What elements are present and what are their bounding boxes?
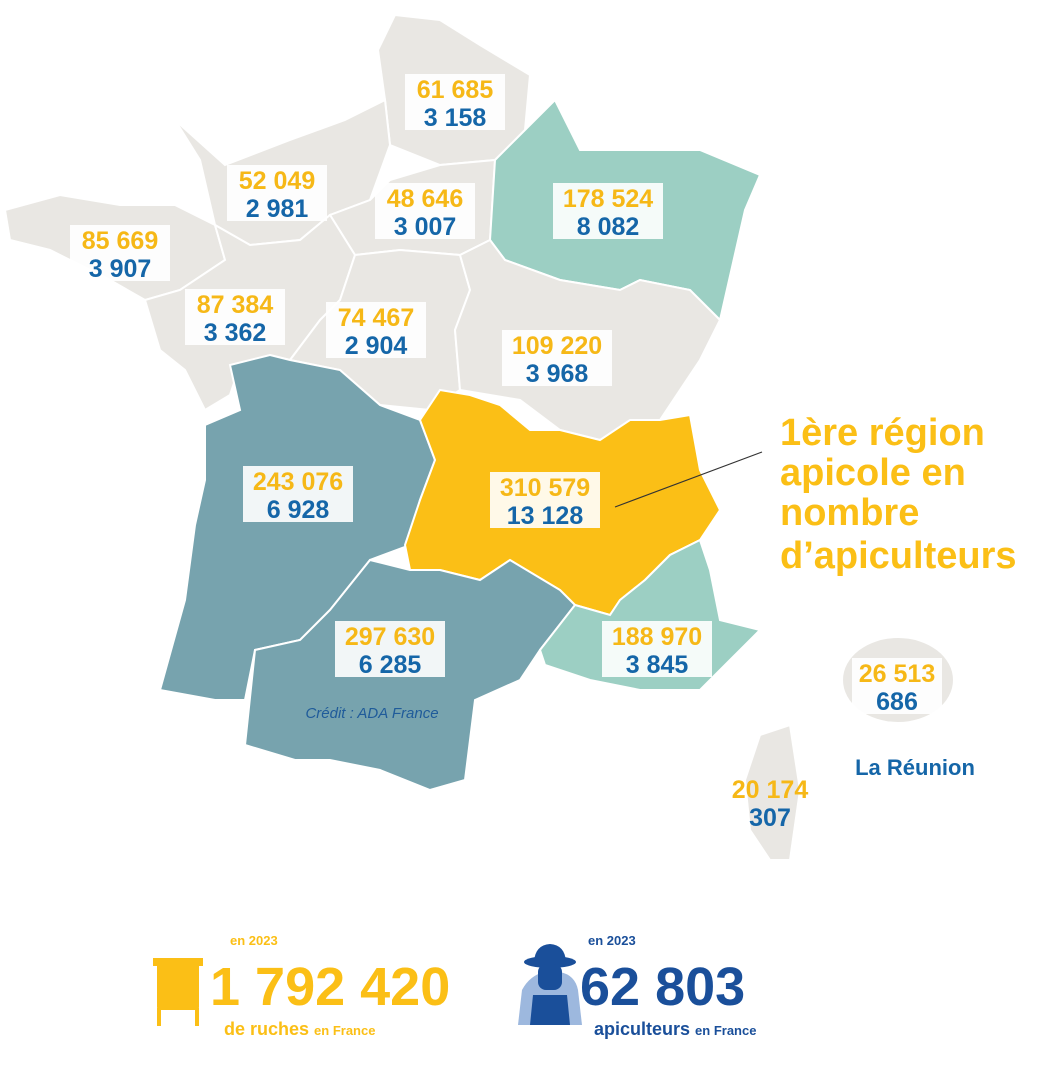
label-box bbox=[185, 289, 285, 345]
beekeeper-count: 13 128 bbox=[507, 502, 584, 530]
region bbox=[158, 353, 437, 701]
beekeeper-count: 3 158 bbox=[424, 104, 487, 132]
callout-text: d’apiculteurs bbox=[780, 535, 1017, 577]
beekeeper-count: 3 845 bbox=[626, 651, 689, 679]
beekeeper-count: 8 082 bbox=[577, 213, 640, 241]
total-unit: apiculteurs en France bbox=[594, 1019, 756, 1039]
beekeeper-count: 307 bbox=[749, 804, 791, 832]
region bbox=[743, 723, 802, 861]
hive-count: 48 646 bbox=[387, 185, 463, 213]
hive-count: 20 174 bbox=[732, 776, 809, 804]
beekeeper-count: 6 285 bbox=[359, 651, 422, 679]
beekeeper-count: 6 928 bbox=[267, 496, 330, 524]
hive-count: 109 220 bbox=[512, 332, 602, 360]
label-box bbox=[602, 621, 712, 677]
region-label: La Réunion bbox=[855, 755, 975, 780]
label-box bbox=[227, 165, 327, 221]
callout-text: nombre bbox=[780, 492, 919, 534]
label-box bbox=[326, 302, 426, 358]
label-box bbox=[375, 183, 475, 239]
hive-count: 61 685 bbox=[417, 76, 494, 104]
callout-line bbox=[614, 451, 763, 508]
hive-count: 85 669 bbox=[82, 227, 158, 255]
callout-text: apicole en bbox=[780, 452, 966, 494]
suffix: en France bbox=[314, 1023, 375, 1038]
unit: de ruches bbox=[224, 1019, 309, 1039]
beekeeper-count: 686 bbox=[876, 688, 918, 716]
year: en 2023 bbox=[588, 933, 636, 948]
label-box bbox=[335, 621, 445, 677]
total-value: 62 803 bbox=[580, 957, 745, 1017]
hive-count: 52 049 bbox=[239, 167, 315, 195]
hive-count: 297 630 bbox=[345, 623, 435, 651]
beekeeper-count: 3 362 bbox=[204, 319, 267, 347]
callout-text: 1ère région bbox=[780, 412, 985, 454]
hive-count: 188 970 bbox=[612, 623, 702, 651]
hive-count: 87 384 bbox=[197, 291, 274, 319]
beekeeper-count: 2 981 bbox=[246, 195, 309, 223]
hive-count: 74 467 bbox=[338, 304, 414, 332]
unit: apiculteurs bbox=[594, 1019, 690, 1039]
label-box bbox=[553, 183, 663, 239]
hive-count: 26 513 bbox=[859, 660, 935, 688]
label-box bbox=[852, 658, 942, 714]
label-box bbox=[70, 225, 170, 281]
year: en 2023 bbox=[230, 933, 278, 948]
total-unit: de ruches en France bbox=[224, 1019, 375, 1039]
beekeeper-count: 3 968 bbox=[526, 360, 589, 388]
hive-icon bbox=[153, 958, 203, 1026]
suffix: en France bbox=[695, 1023, 756, 1038]
beekeeper-count: 2 904 bbox=[345, 332, 408, 360]
hive-count: 243 076 bbox=[253, 468, 343, 496]
credit: Crédit : ADA France bbox=[305, 705, 438, 722]
label-box bbox=[490, 472, 600, 528]
label-box bbox=[502, 330, 612, 386]
label-box bbox=[243, 466, 353, 522]
hive-count: 178 524 bbox=[563, 185, 653, 213]
beekeeper-count: 3 907 bbox=[89, 255, 152, 283]
total-value: 1 792 420 bbox=[210, 957, 450, 1017]
beekeeper-icon bbox=[518, 944, 582, 1025]
hive-count: 310 579 bbox=[500, 474, 590, 502]
label-box bbox=[405, 74, 505, 130]
beekeeper-count: 3 007 bbox=[394, 213, 457, 241]
